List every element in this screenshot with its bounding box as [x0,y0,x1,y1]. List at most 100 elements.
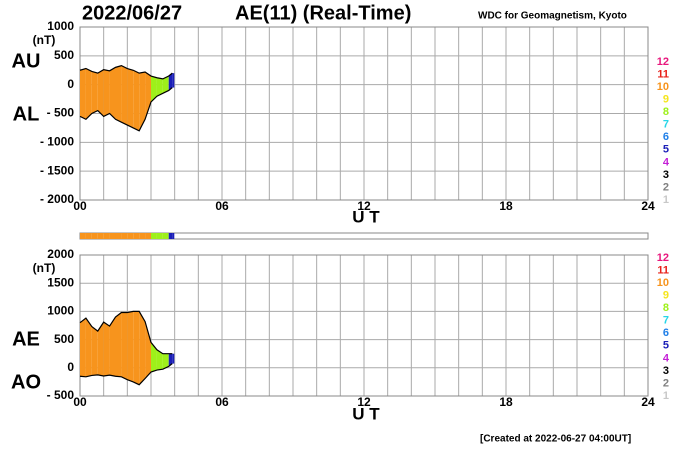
legend-entry: 12 [657,252,669,264]
series-name: AE [12,328,40,350]
series-line [79,87,173,132]
legend-entry: 8 [663,106,669,118]
coverage-fill [156,77,163,97]
legend-entry: 4 [663,156,670,168]
coverage-strip [145,233,151,239]
legend-entry: 10 [657,81,669,93]
x-tick-label: 12 [357,395,371,409]
coverage-strip [80,233,86,239]
source: WDC for Geomagnetism, Kyoto [478,11,627,22]
coverage-strip [127,233,134,239]
coverage-fill [115,312,122,377]
legend-entry: 2 [663,377,669,389]
coverage-fill [103,322,110,376]
coverage-fill [172,73,175,88]
coverage-strip [109,233,116,239]
legend-entry: 5 [663,144,669,156]
y-tick-label: 0 [67,77,74,91]
legend-entry: 7 [663,315,669,327]
coverage-strip [133,233,140,239]
coverage-fill [85,68,92,120]
coverage-strip [85,233,92,239]
coverage-strip [172,233,175,239]
coverage-fill [133,311,140,385]
unit-label: (nT) [33,261,56,275]
series-name: AL [13,103,40,125]
coverage-fill [151,342,157,373]
coverage-strip [97,233,104,239]
series-name: AO [11,371,41,393]
x-tick-label: 06 [215,199,229,213]
y-tick-label: 1500 [47,275,74,289]
y-tick-label: 1000 [47,304,74,318]
coverage-strip [121,233,128,239]
legend-entry: 1 [663,390,669,402]
legend-entry: 11 [657,68,669,80]
x-tick-label: 24 [641,199,655,213]
x-axis-title: U T [352,404,380,423]
y-tick-label: - 1000 [40,135,74,149]
coverage-strip [151,233,157,239]
legend-entry: 3 [663,169,669,181]
legend-entry: 11 [657,264,669,276]
chart-title: AE(11) (Real-Time) [235,2,411,24]
y-tick-label: - 1500 [40,163,74,177]
legend-entry: 9 [663,94,669,106]
x-tick-label: 00 [73,199,87,213]
coverage-fill [109,317,116,377]
legend-entry: 4 [663,352,670,364]
y-tick-label: 0 [67,360,74,374]
coverage-fill [139,311,146,385]
coverage-fill [80,318,86,377]
coverage-fill [139,71,146,131]
x-tick-label: 18 [499,199,513,213]
legend-entry: 12 [657,56,669,68]
unit-label: (nT) [33,33,56,47]
series-name: AU [12,50,41,72]
legend-entry: 8 [663,302,669,314]
legend-entry: 9 [663,290,669,302]
x-tick-label: 06 [215,395,229,409]
coverage-fill [162,353,169,370]
date: 2022/06/27 [82,2,182,24]
legend-entry: 10 [657,277,669,289]
coverage-fill [97,69,104,117]
x-axis-title: U T [352,207,380,226]
coverage-fill [91,326,98,376]
coverage-fill [156,349,163,371]
coverage-strip [139,233,146,239]
coverage-fill [80,68,86,120]
y-tick-label: 2000 [47,247,74,261]
coverage-fill [133,70,140,131]
coverage-fill [145,71,151,120]
footer: [Created at 2022-06-27 04:00UT] [480,434,631,445]
coverage-fill [103,69,110,117]
coverage-strip [103,233,110,239]
coverage-fill [97,322,104,376]
series-line [79,64,173,80]
coverage-fill [91,71,98,114]
legend-entry: 2 [663,181,669,193]
coverage-fill [115,65,122,123]
legend-entry: 6 [663,131,669,143]
y-tick-label: - 500 [47,388,75,402]
coverage-fill [85,318,92,377]
x-tick-label: 00 [73,395,87,409]
legend-entry: 3 [663,365,669,377]
y-tick-label: 1000 [47,19,74,33]
y-tick-label: 500 [54,332,74,346]
y-tick-label: - 500 [47,106,75,120]
coverage-fill [162,76,169,94]
x-tick-label: 24 [641,395,655,409]
coverage-fill [121,65,128,126]
coverage-fill [127,311,134,382]
coverage-fill [151,76,157,102]
y-tick-label: 500 [54,48,74,62]
y-tick-label: - 2000 [40,192,74,206]
coverage-fill [172,353,175,364]
coverage-strip [168,233,173,239]
series-line [79,310,173,355]
coverage-strip [91,233,98,239]
coverage-strip [162,233,169,239]
